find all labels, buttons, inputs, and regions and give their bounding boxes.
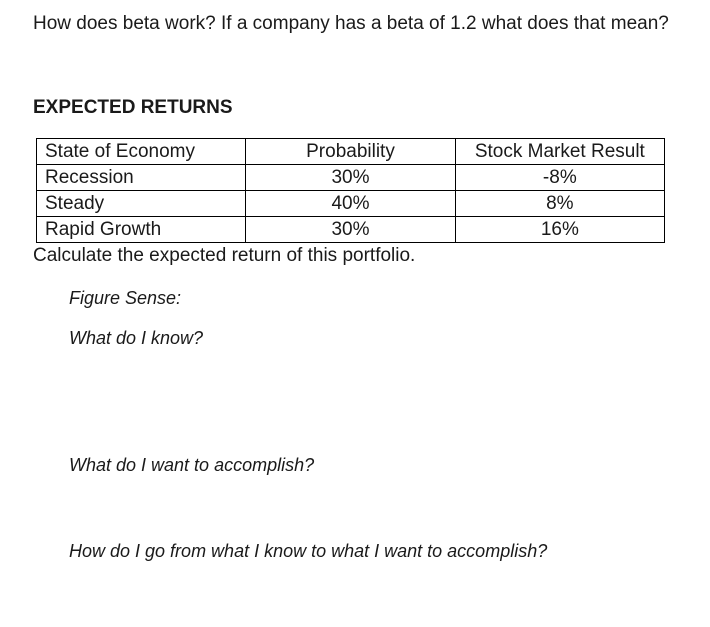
question-text: How does beta work? If a company has a b… [33,13,669,34]
cell-probability: 30% [245,164,456,191]
cell-state: Recession [35,164,247,191]
prompt-what-do-i-want-to-accomplish: What do I want to accomplish? [69,455,315,475]
cell-market-result: -8% [454,164,666,191]
cell-state: Rapid Growth [35,216,247,243]
table-row: Steady 40% 8% [35,190,666,217]
table-row: Recession 30% -8% [35,164,666,191]
prompt-how-do-i-go: How do I go from what I know to what I w… [69,541,548,561]
prompt-what-do-i-know: What do I know? [69,328,204,348]
section-heading: EXPECTED RETURNS [33,97,233,118]
cell-market-result: 16% [454,216,666,243]
column-header-state-of-economy: State of Economy [35,138,247,165]
cell-probability: 30% [245,216,456,243]
column-header-probability: Probability [245,138,456,165]
expected-returns-table: State of Economy Probability Stock Marke… [35,138,666,243]
figure-sense-label: Figure Sense: [69,288,182,308]
cell-probability: 40% [245,190,456,217]
table-header-row: State of Economy Probability Stock Marke… [35,138,666,165]
column-header-stock-market-result: Stock Market Result [454,138,666,165]
cell-state: Steady [35,190,247,217]
cell-market-result: 8% [454,190,666,217]
instruction-text: Calculate the expected return of this po… [33,245,416,266]
table-row: Rapid Growth 30% 16% [35,216,666,243]
